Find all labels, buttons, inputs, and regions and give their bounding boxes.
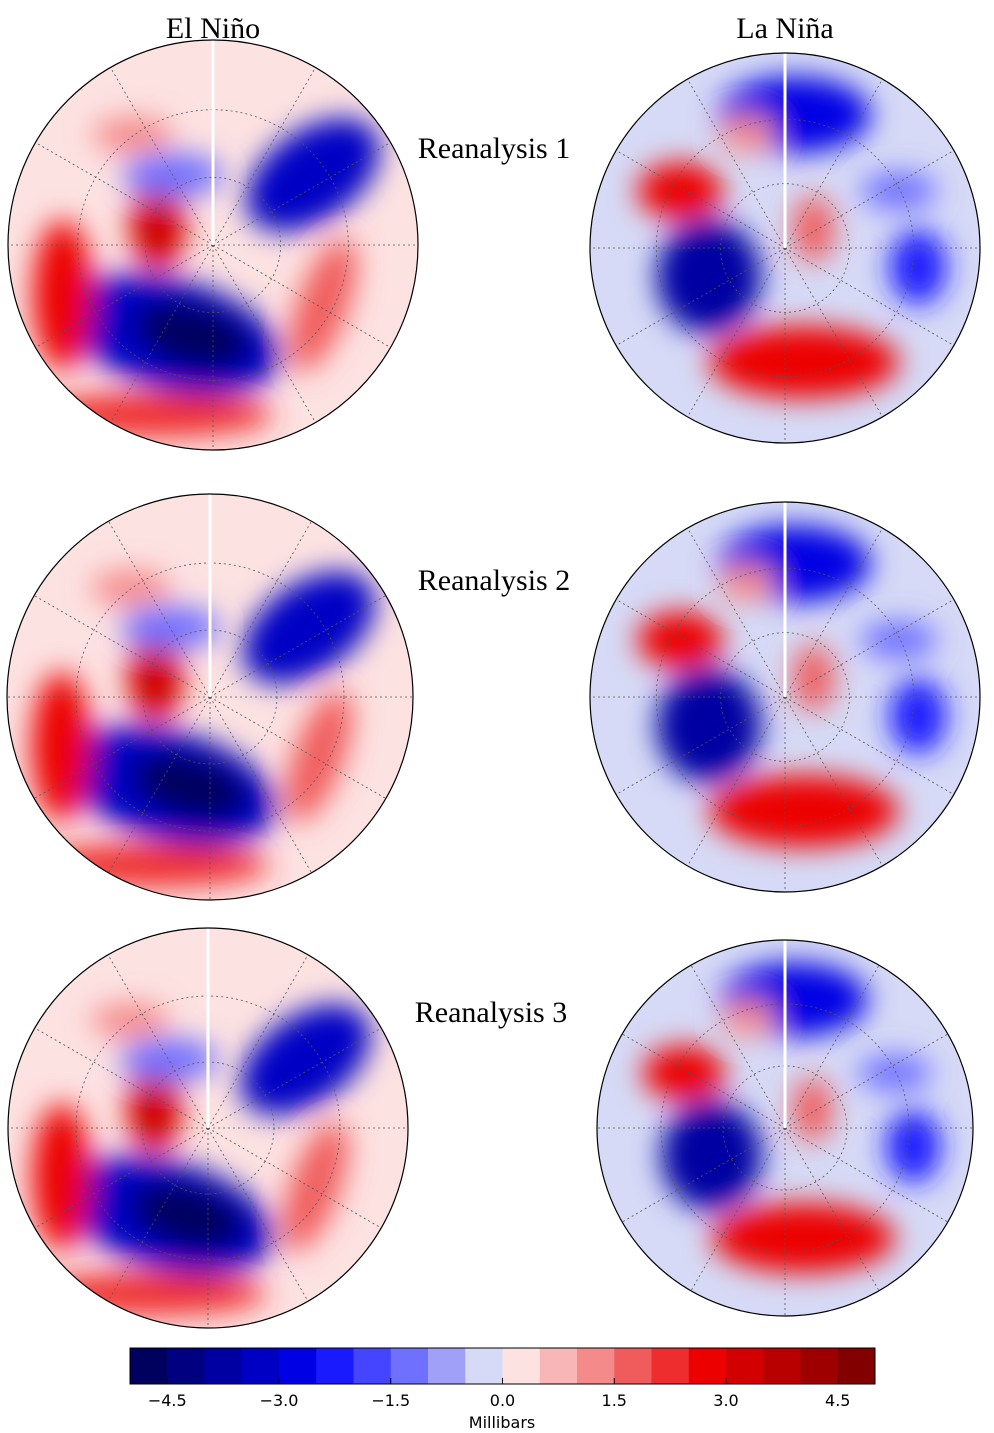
maps bbox=[7, 40, 980, 1328]
colorbar-bin bbox=[354, 1348, 392, 1384]
colorbar-bin bbox=[540, 1348, 578, 1384]
map bbox=[8, 928, 408, 1328]
colorbar-bin bbox=[763, 1348, 801, 1384]
anomaly-blob bbox=[91, 570, 170, 606]
anomaly-blob bbox=[858, 1055, 931, 1092]
anomaly-blob bbox=[890, 229, 947, 305]
colorbar-bin bbox=[316, 1348, 354, 1384]
anomaly-blob bbox=[32, 672, 91, 821]
anomaly-blob bbox=[121, 606, 220, 650]
colorbar-bin bbox=[726, 1348, 764, 1384]
anomaly-blob bbox=[638, 611, 724, 668]
figure: El Niño La Niña Reanalysis 1 Reanalysis … bbox=[0, 0, 994, 1433]
map bbox=[7, 494, 413, 900]
colorbar-tick-label: −3.0 bbox=[260, 1391, 299, 1410]
colorbar-tick-label: 3.0 bbox=[713, 1391, 738, 1410]
colorbar-bin bbox=[838, 1348, 876, 1384]
map bbox=[597, 940, 973, 1316]
colorbar-tick-label: −4.5 bbox=[148, 1391, 187, 1410]
anomaly-blob bbox=[32, 1104, 91, 1250]
map bbox=[8, 40, 418, 450]
colorbar-tick-label: −1.5 bbox=[371, 1391, 410, 1410]
anomaly-blob bbox=[793, 645, 835, 712]
anomaly-blob bbox=[792, 1078, 832, 1142]
colorbar-bin bbox=[130, 1348, 168, 1384]
colorbar-bin bbox=[428, 1348, 466, 1384]
map bbox=[590, 502, 980, 892]
anomaly-blob bbox=[32, 1272, 266, 1315]
anomaly-blob bbox=[886, 1110, 941, 1183]
colorbar-bin bbox=[391, 1348, 429, 1384]
anomaly-blob bbox=[32, 844, 270, 888]
colorbar-bin bbox=[801, 1348, 839, 1384]
colorbar-tick-label: 0.0 bbox=[490, 1391, 515, 1410]
anomaly-blob bbox=[91, 1003, 169, 1038]
anomaly-blob bbox=[643, 1045, 726, 1100]
anomaly-blob bbox=[93, 117, 173, 153]
row-label: Reanalysis 2 bbox=[418, 564, 570, 597]
map bbox=[590, 53, 980, 443]
row-label: Reanalysis 3 bbox=[415, 996, 567, 1029]
colorbar-bin bbox=[577, 1348, 615, 1384]
anomaly-blob bbox=[709, 326, 899, 398]
colorbar-bin bbox=[503, 1348, 541, 1384]
colorbar-label: Millibars bbox=[469, 1413, 535, 1432]
colorbar: −4.5 −3.0 −1.5 0.0 1.5 3.0 4.5 bbox=[130, 1348, 876, 1410]
anomaly-blob bbox=[657, 219, 762, 333]
colorbar-bin bbox=[465, 1348, 503, 1384]
colorbar-bin bbox=[614, 1348, 652, 1384]
anomaly-blob bbox=[657, 668, 762, 782]
anomaly-blob bbox=[712, 1203, 895, 1273]
colorbar-tick-label: 4.5 bbox=[825, 1391, 850, 1410]
colorbar-bin bbox=[205, 1348, 243, 1384]
colorbar-bin bbox=[279, 1348, 317, 1384]
anomaly-blob bbox=[33, 393, 273, 437]
anomaly-blob bbox=[120, 1038, 218, 1081]
anomaly-blob bbox=[793, 196, 835, 263]
colorbar-bin bbox=[689, 1348, 727, 1384]
anomaly-blob bbox=[890, 678, 947, 754]
anomaly-blob bbox=[638, 162, 724, 219]
column-title: La Niña bbox=[736, 12, 833, 45]
colorbar-bin bbox=[242, 1348, 280, 1384]
anomaly-blob bbox=[709, 775, 899, 847]
anomaly-blob bbox=[861, 621, 937, 659]
colorbar-bin bbox=[167, 1348, 205, 1384]
anomaly-blob bbox=[33, 220, 93, 370]
anomaly-blob bbox=[861, 172, 937, 210]
colorbar-tick-label: 1.5 bbox=[602, 1391, 627, 1410]
colorbar-bin bbox=[652, 1348, 690, 1384]
row-label: Reanalysis 1 bbox=[418, 132, 570, 165]
